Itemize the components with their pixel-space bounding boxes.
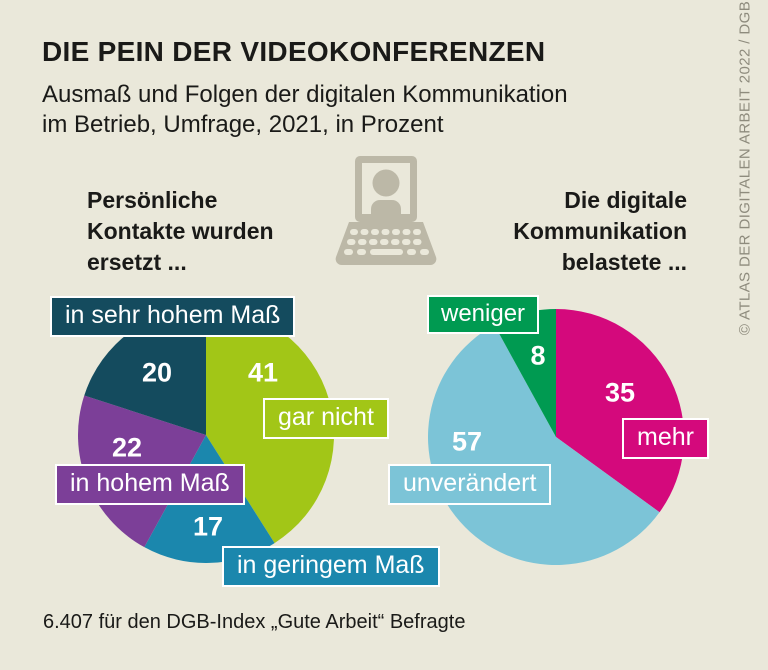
label-weniger: weniger — [427, 295, 540, 334]
left-heading-line-3: ersetzt ... — [87, 249, 187, 275]
label-in-geringem-mass: in geringem Maß — [222, 546, 440, 587]
label-unveraendert: unverändert — [388, 464, 552, 505]
value-in-geringem-mass: 17 — [192, 511, 224, 542]
subtitle-line-2: im Betrieb, Umfrage, 2021, in Prozent — [42, 111, 444, 138]
value-weniger: 8 — [530, 340, 546, 371]
right-chart-heading: Die digitale Kommunikation belastete ... — [400, 185, 687, 278]
page-subtitle: Ausmaß und Folgen der digitalen Kommunik… — [42, 80, 568, 140]
pie-slice-in-sehr-hohem-ma- — [84, 307, 206, 435]
laptop-video-call-icon — [335, 156, 437, 266]
left-heading-line-2: Kontakte wurden — [87, 218, 274, 244]
pie-chart-digital-communication — [428, 309, 684, 565]
label-in-sehr-hohem-mass: in sehr hohem Maß — [50, 296, 296, 337]
label-mehr: mehr — [622, 418, 709, 459]
label-gar-nicht: gar nicht — [263, 398, 389, 439]
value-in-sehr-hohem-mass: 20 — [141, 357, 173, 388]
page-title: DIE PEIN DER VIDEOKONFERENZEN — [42, 36, 546, 67]
pie-slice-mehr — [556, 309, 684, 513]
label-in-hohem-mass: in hohem Maß — [55, 464, 245, 505]
value-gar-nicht: 41 — [247, 357, 279, 388]
right-heading-line-1: Die digitale — [564, 187, 687, 213]
value-mehr: 35 — [604, 377, 636, 408]
value-unveraendert: 57 — [451, 426, 483, 457]
right-heading-line-3: belastete ... — [561, 249, 687, 275]
left-chart-heading: Persönliche Kontakte wurden ersetzt ... — [87, 185, 274, 278]
pie-slice-weniger — [494, 309, 556, 437]
subtitle-line-1: Ausmaß und Folgen der digitalen Kommunik… — [42, 81, 568, 108]
keyboard-keys — [344, 229, 429, 255]
left-heading-line-1: Persönliche — [87, 187, 218, 213]
source-credit: © ATLAS DER DIGITALEN ARBEIT 2022 / DGB — [736, 0, 754, 336]
footnote-sample-size: 6.407 für den DGB-Index „Gute Arbeit“ Be… — [43, 611, 466, 633]
right-heading-line-2: Kommunikation — [513, 218, 687, 244]
value-in-hohem-mass: 22 — [111, 432, 143, 463]
person-silhouette-icon — [371, 169, 401, 214]
